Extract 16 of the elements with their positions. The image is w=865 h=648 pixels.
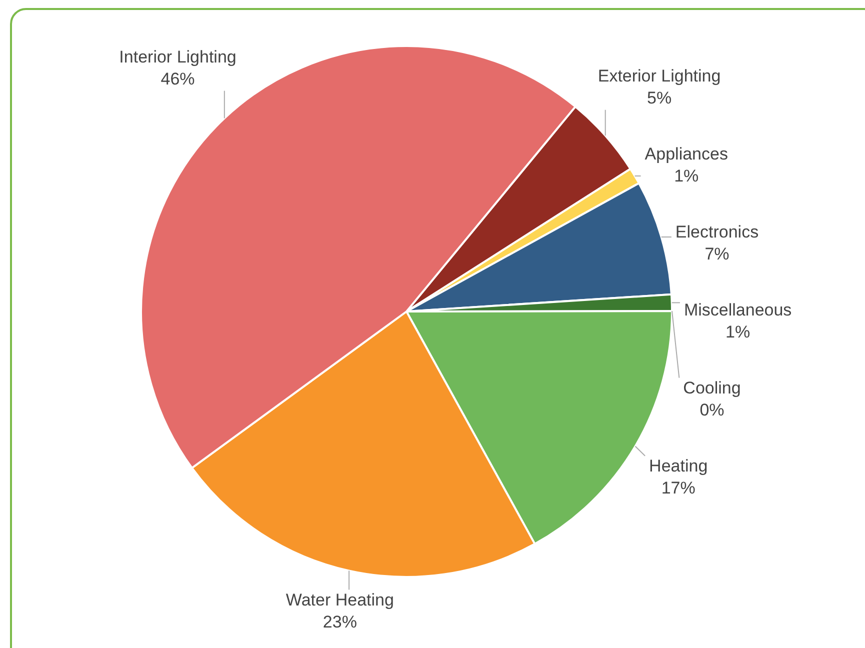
data-label: 23% — [322, 612, 357, 632]
data-label: 1% — [726, 322, 750, 342]
category-label: Cooling — [683, 378, 741, 398]
slice-label: Heating — [649, 456, 708, 476]
data-label: 7% — [704, 244, 730, 264]
slice-label: Miscellaneous — [684, 300, 792, 320]
data-label: 46% — [160, 69, 195, 88]
slice-label: Interior Lighting — [119, 47, 236, 66]
slice-label: Exterior Lighting — [598, 66, 721, 86]
data-label: 5% — [646, 88, 672, 108]
slice-label: Appliances — [644, 144, 728, 164]
slice-label: Electronics — [675, 222, 759, 242]
text: 0% — [700, 400, 724, 420]
data-label: 17% — [661, 478, 696, 498]
slice-label: Water Heating — [286, 590, 394, 610]
data-label: 1% — [674, 166, 699, 186]
